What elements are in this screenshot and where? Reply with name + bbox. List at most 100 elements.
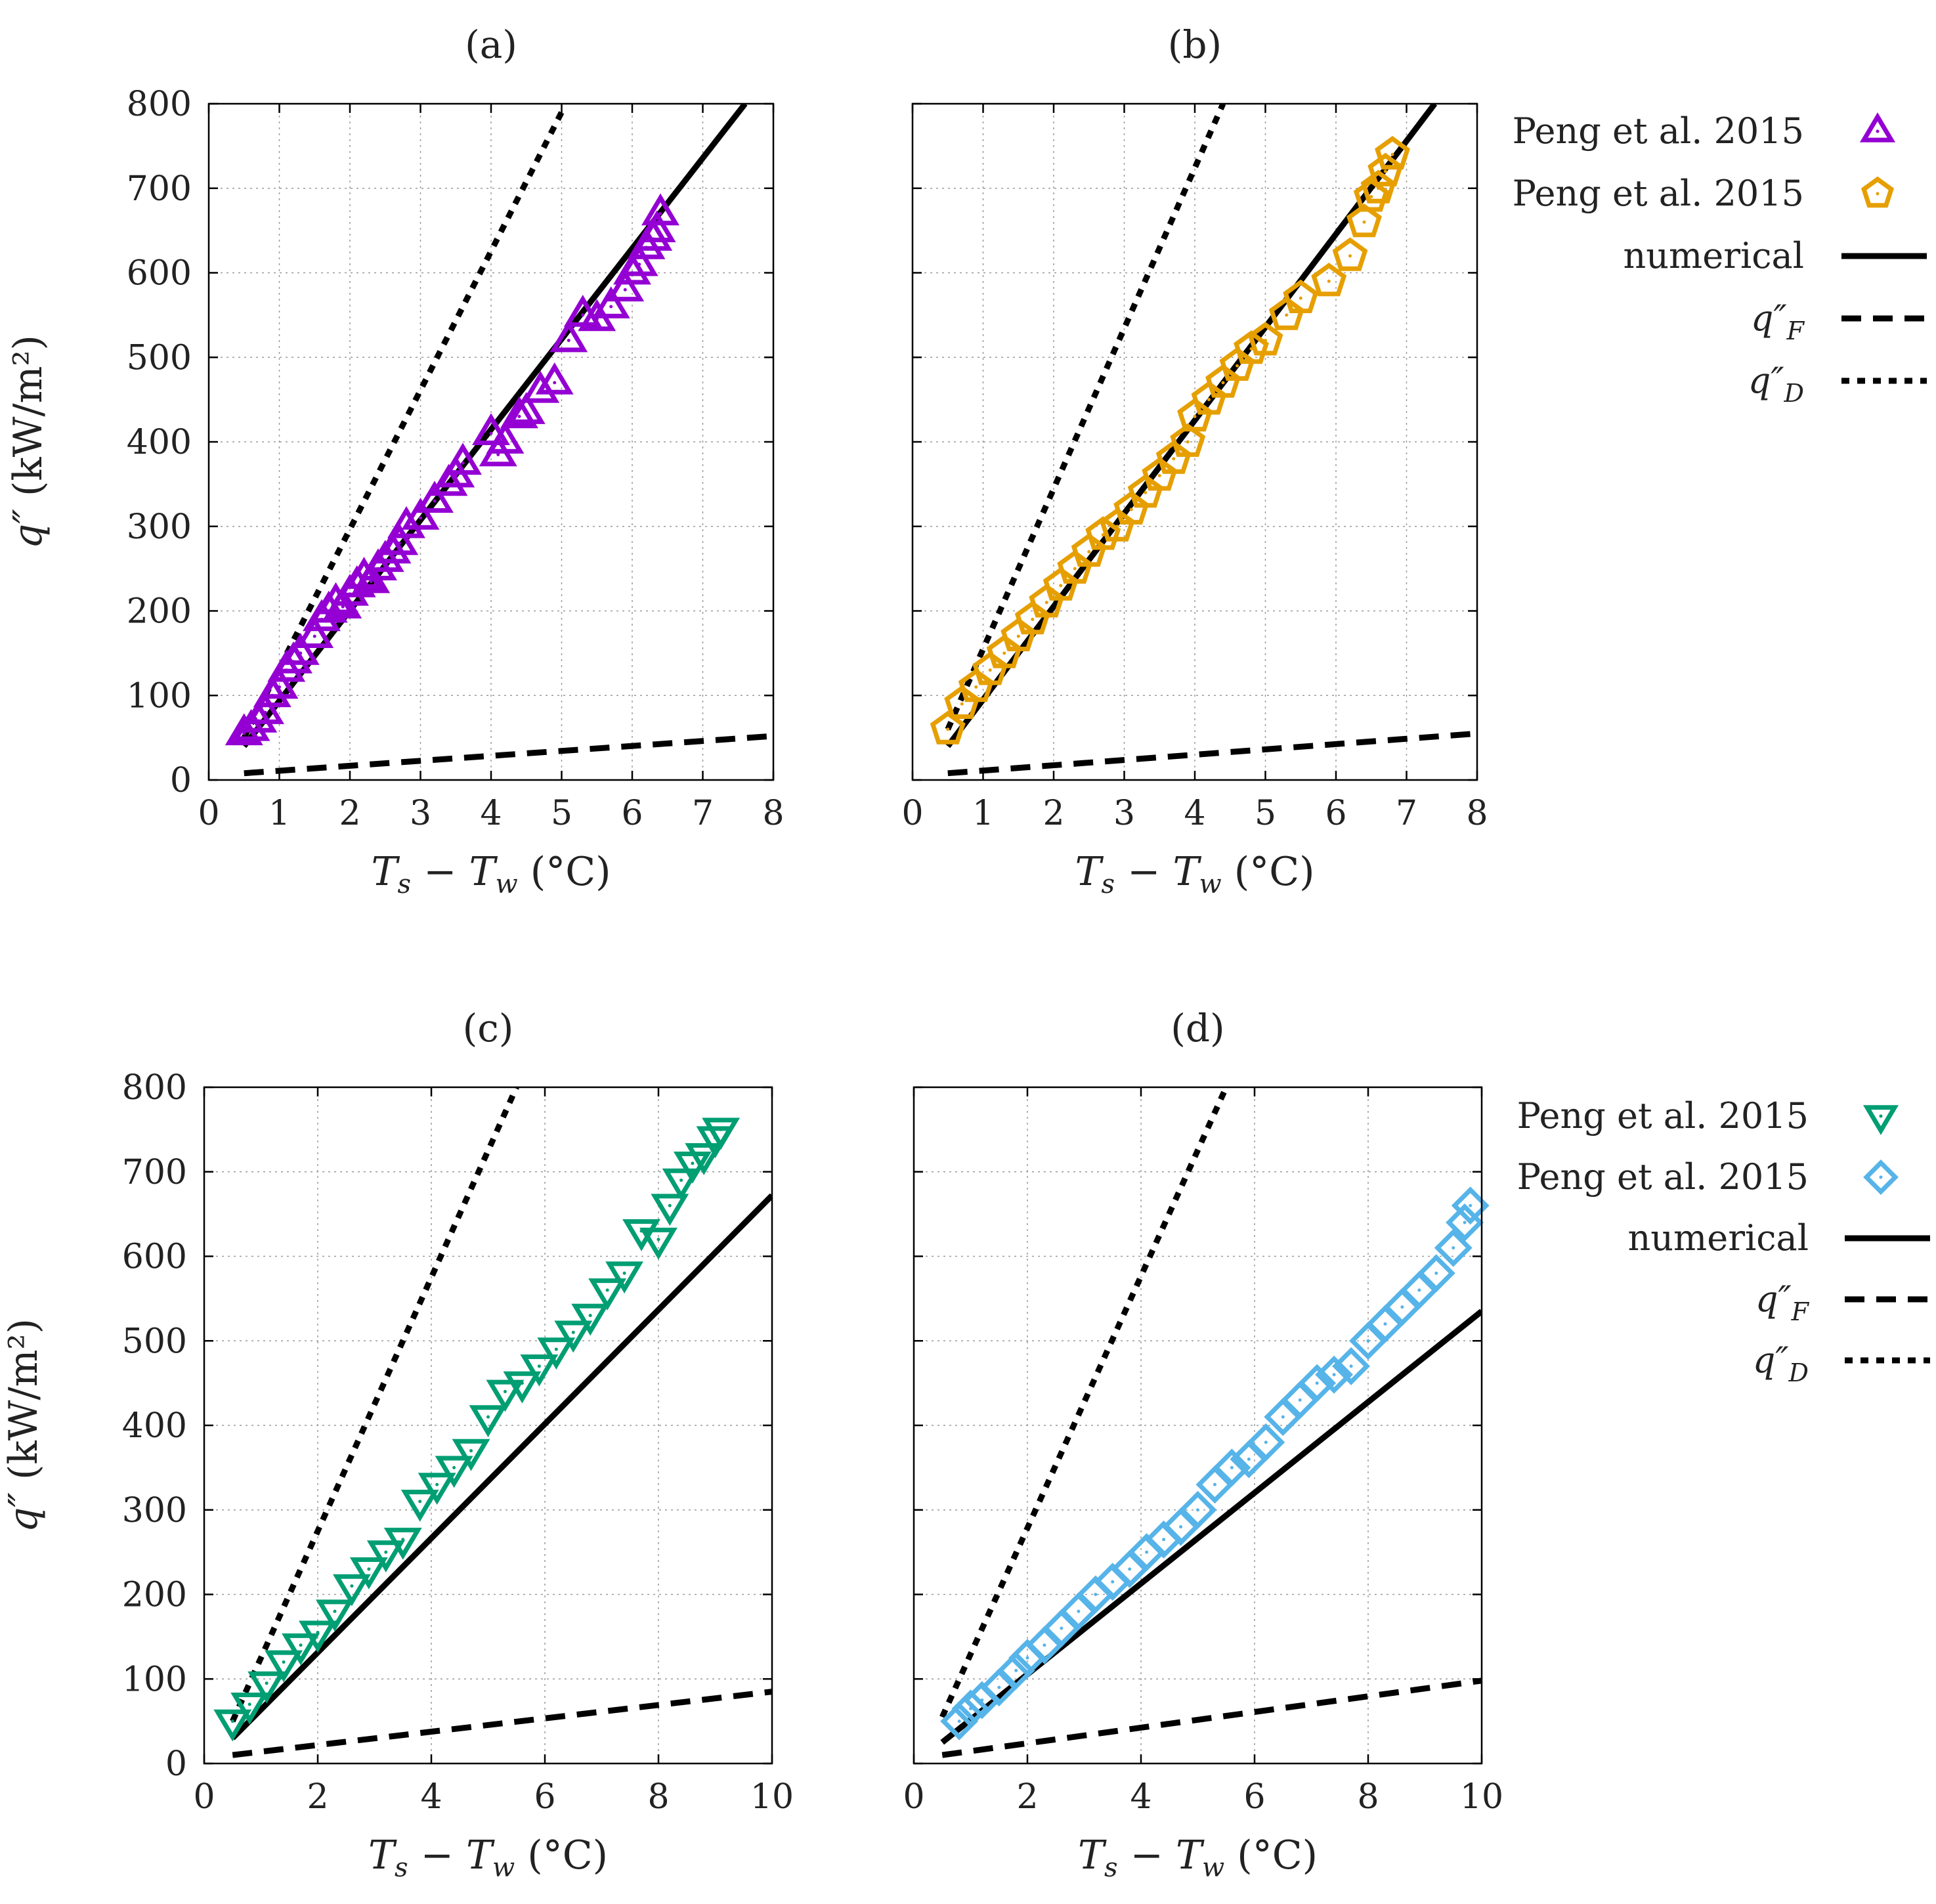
data-point-center: [525, 410, 528, 414]
plot-frame: [207, 102, 775, 781]
data-point-center: [1281, 1415, 1285, 1419]
data-point: [503, 1371, 542, 1404]
y-tick-label: 100: [122, 1660, 187, 1699]
y-tick-label: 600: [127, 254, 192, 293]
legend-marker-center: [1879, 1114, 1883, 1118]
data-point: [295, 616, 334, 649]
data-point-center: [623, 288, 627, 292]
data-point-center: [1172, 457, 1176, 461]
line-q-D: [939, 1087, 1229, 1719]
data-point-center: [1390, 152, 1394, 156]
data-point: [537, 1337, 576, 1370]
data-point-center: [435, 1482, 439, 1486]
data-point: [1099, 508, 1135, 542]
data-point-center: [679, 1179, 683, 1182]
data-point: [554, 1320, 593, 1353]
y-tick-label: 600: [122, 1238, 187, 1277]
x-tick-label: 2: [1043, 794, 1064, 833]
data-point: [1191, 381, 1227, 415]
legend-label: q″D: [1753, 1339, 1809, 1387]
data-point-center: [1247, 1458, 1251, 1461]
data-point: [247, 1671, 286, 1704]
data-point-center: [719, 1127, 723, 1131]
data-point-center: [397, 542, 401, 545]
legend-marker-center: [1879, 1175, 1883, 1179]
y-axis-label: q″ (kW/m²): [5, 335, 51, 549]
data-point-center: [1377, 186, 1380, 190]
data-point: [452, 1439, 490, 1471]
data-point-center: [946, 727, 950, 731]
x-axis-label: Ts − Tw (°C): [1075, 849, 1314, 899]
data-point: [1205, 364, 1241, 398]
data-point-center: [401, 1538, 405, 1542]
data-point: [1085, 516, 1121, 550]
data-point-center: [1196, 1508, 1199, 1512]
data-point: [349, 1557, 388, 1590]
data-point-center: [369, 579, 373, 583]
x-tick-label: 4: [1130, 1777, 1151, 1817]
data-point: [1014, 601, 1050, 635]
data-point: [1283, 279, 1319, 313]
data-point: [401, 498, 440, 530]
y-tick-label: 500: [122, 1322, 187, 1361]
data-point-center: [350, 1584, 354, 1588]
data-point: [1367, 152, 1404, 186]
data-point: [637, 210, 676, 243]
data-point: [345, 557, 383, 589]
data-point-center: [1434, 1271, 1438, 1275]
data-point: [1346, 203, 1382, 238]
x-tick-label: 4: [1184, 794, 1205, 833]
legend-label: Peng et al. 2015: [1513, 110, 1804, 152]
scatter-series: [213, 1117, 741, 1742]
data-point: [469, 1405, 507, 1437]
x-tick-label: 10: [1460, 1777, 1503, 1817]
data-point-center: [517, 414, 521, 418]
data-point: [246, 692, 284, 724]
data-point-center: [1014, 1668, 1018, 1672]
data-point-center: [1115, 525, 1119, 529]
data-point-center: [1157, 474, 1161, 477]
data-point: [622, 1219, 660, 1251]
data-point-center: [503, 1390, 507, 1393]
data-point: [366, 1540, 405, 1572]
data-point-center: [312, 634, 316, 638]
plot-frame: [203, 1086, 773, 1765]
data-point-center: [1002, 651, 1006, 655]
plot-area: [241, 104, 773, 777]
x-axis-label: Ts − Tw (°C): [368, 1832, 608, 1883]
data-point-center: [1452, 1246, 1455, 1250]
data-point-center: [1469, 1203, 1473, 1207]
data-point: [944, 685, 980, 719]
data-point: [685, 1143, 723, 1175]
data-point-center: [454, 474, 458, 477]
data-point-center: [1044, 601, 1048, 605]
data-point-center: [242, 731, 246, 735]
line-q-D: [945, 104, 1226, 731]
data-point: [588, 1278, 627, 1310]
scatter-series: [225, 193, 679, 746]
legend-marker-center: [1876, 192, 1880, 196]
data-point: [997, 1651, 1035, 1690]
data-point-center: [1145, 1550, 1149, 1554]
x-tick-label: 4: [480, 794, 502, 833]
data-point-center: [247, 1702, 251, 1706]
data-point: [332, 1574, 371, 1607]
plot-area: [945, 104, 1477, 777]
data-point-center: [1179, 1525, 1183, 1528]
data-point-center: [997, 1685, 1001, 1689]
line-q-F: [244, 733, 773, 777]
data-point-center: [278, 685, 281, 689]
data-point: [1170, 423, 1206, 457]
data-point: [1113, 490, 1150, 525]
legend-label: Peng et al. 2015: [1517, 1095, 1809, 1136]
data-point: [1315, 1355, 1354, 1394]
y-tick-label: 400: [127, 423, 192, 462]
data-point-center: [1193, 414, 1197, 418]
y-tick-label: 100: [127, 676, 192, 716]
x-tick-label: 6: [1243, 1777, 1265, 1817]
legend-label: q″F: [1755, 1278, 1810, 1326]
data-point: [641, 193, 679, 226]
x-tick-label: 8: [762, 794, 784, 833]
legend-1: Peng et al. 2015 Peng et al. 2015 numerica…: [1513, 110, 1927, 408]
